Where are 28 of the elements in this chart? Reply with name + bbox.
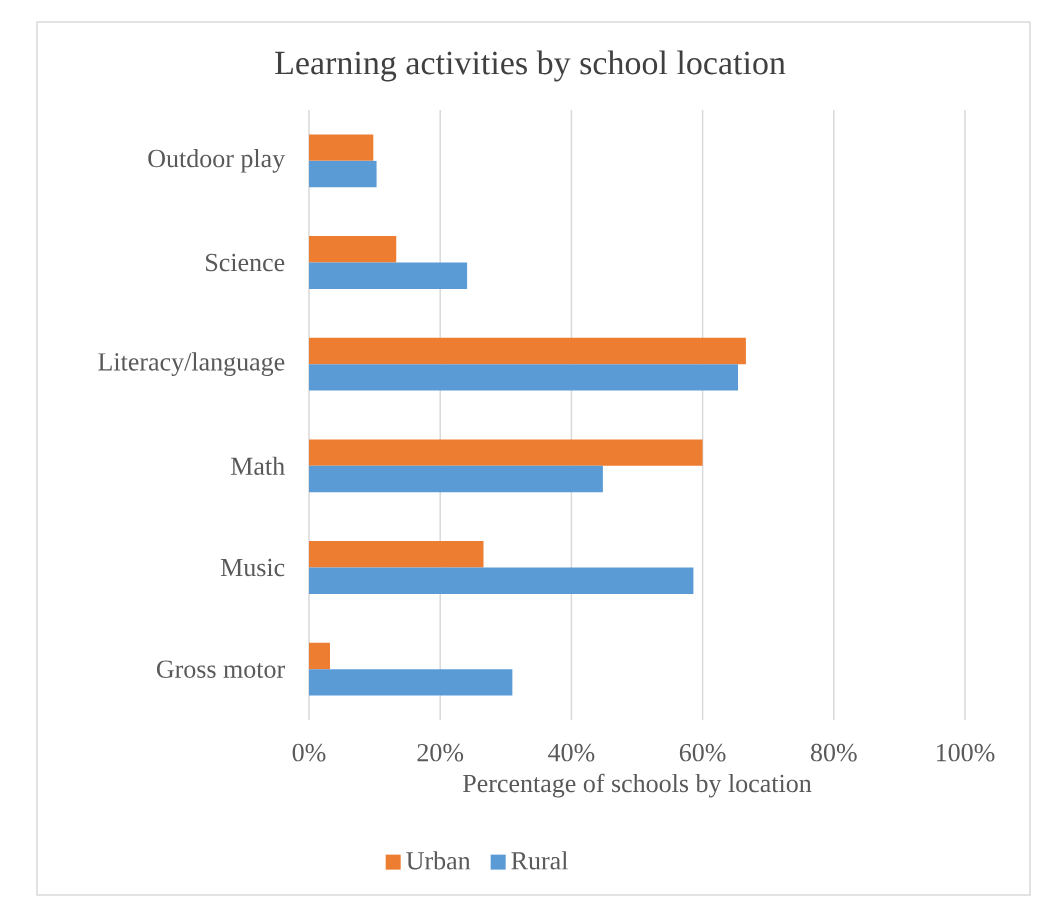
x-tick-label: 0%	[292, 743, 326, 762]
y-tick-label: Music	[220, 558, 285, 577]
bar	[309, 364, 739, 391]
bar	[309, 541, 484, 568]
x-tick-label: 20%	[417, 743, 464, 762]
y-tick-label: Gross motor	[156, 660, 285, 678]
bar	[309, 567, 694, 594]
x-axis-title: Percentage of schools by location	[463, 773, 812, 798]
y-tick-label: Science	[206, 253, 285, 272]
bar	[309, 262, 468, 289]
x-tick-label: 60%	[679, 743, 726, 762]
bar	[309, 669, 513, 696]
legend-label: Urban	[406, 851, 471, 870]
bar	[309, 439, 703, 466]
bar	[309, 642, 330, 670]
chart-title: Learning activities by school location	[275, 50, 786, 82]
y-tick-label: Math	[231, 456, 285, 475]
bar	[309, 465, 603, 493]
y-tick-label: Outdoor play	[148, 149, 286, 173]
bar	[309, 337, 746, 365]
bar	[309, 236, 397, 263]
x-tick-label: 40%	[548, 743, 595, 762]
y-tick-label: Literacy/language	[98, 352, 285, 376]
bar	[309, 160, 377, 188]
x-tick-label: 80%	[810, 743, 857, 762]
bar	[309, 134, 374, 161]
legend-label: Rural	[511, 851, 568, 870]
x-tick-label: 100%	[936, 743, 995, 762]
